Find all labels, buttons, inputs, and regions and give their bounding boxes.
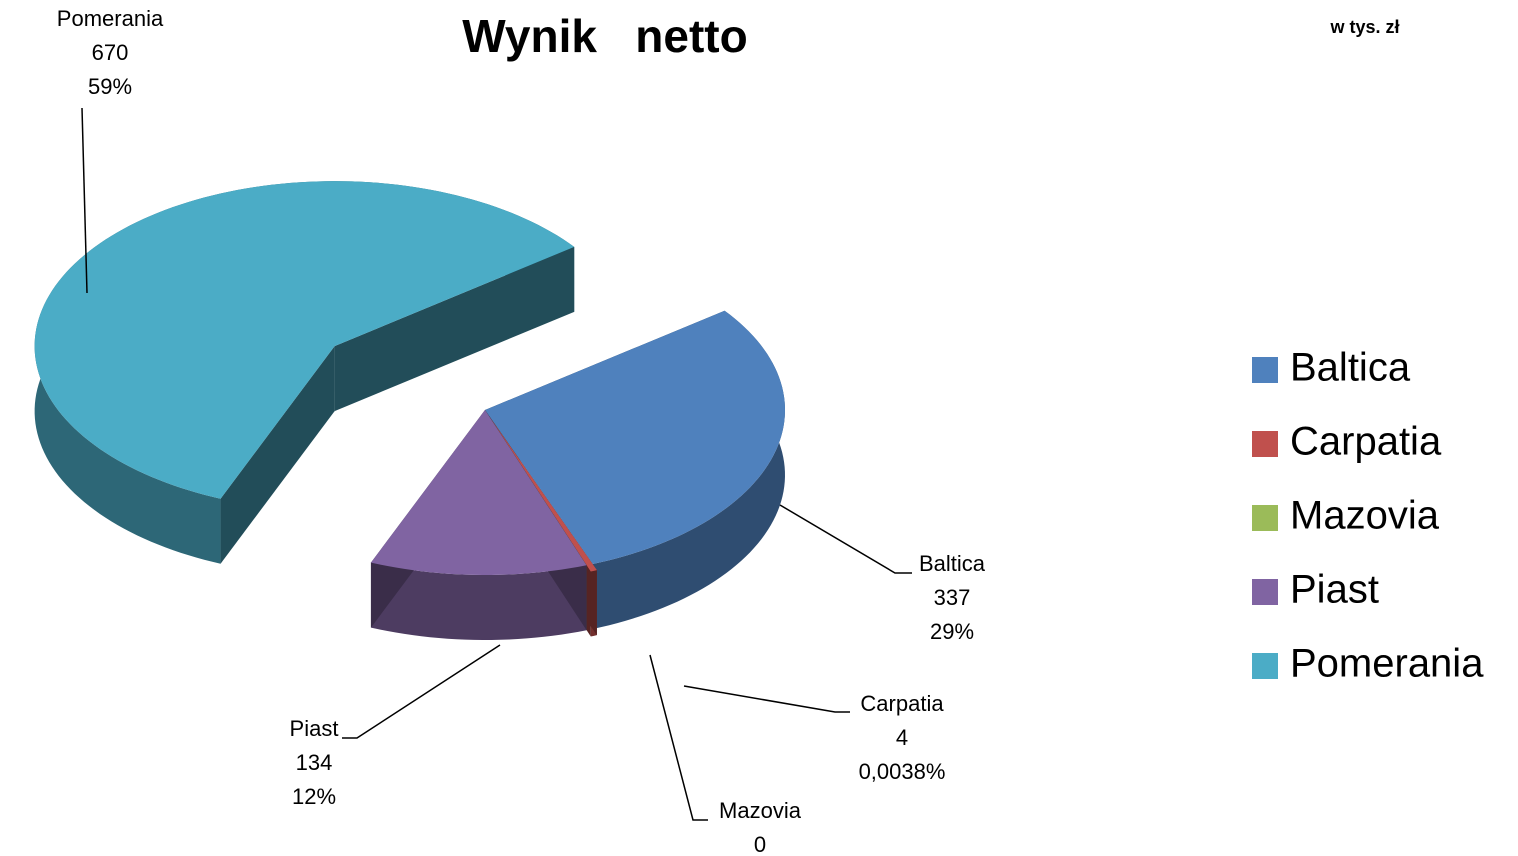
legend-label: Baltica: [1290, 346, 1411, 390]
data-label-value: 134: [296, 750, 333, 775]
legend-swatch: [1252, 357, 1278, 383]
data-label-value: 337: [934, 585, 971, 610]
slice: [489, 416, 597, 572]
slice-side: [370, 562, 587, 640]
data-label-percent: 12%: [292, 784, 336, 809]
data-label-name: Piast: [290, 716, 339, 741]
legend-swatch: [1252, 505, 1278, 531]
legend-label: Pomerania: [1290, 642, 1484, 686]
data-label-name: Pomerania: [57, 6, 164, 31]
slice: [34, 181, 575, 499]
data-label-value: 670: [92, 40, 129, 65]
leader-line: [683, 685, 850, 713]
leader-line: [779, 504, 912, 574]
data-label-name: Carpatia: [860, 691, 944, 716]
legend-label: Mazovia: [1290, 494, 1440, 538]
legend-label: Piast: [1290, 568, 1379, 612]
legend-swatch: [1252, 431, 1278, 457]
leader-line: [649, 654, 708, 821]
data-label-percent: 0,0038%: [859, 759, 946, 784]
chart-title: Wynik netto: [462, 10, 747, 62]
legend-label: Carpatia: [1290, 420, 1442, 464]
data-label-percent: 29%: [930, 619, 974, 644]
data-label-name: Baltica: [919, 551, 986, 576]
slice: [370, 410, 587, 575]
legend-swatch: [1252, 653, 1278, 679]
slice-wall: [220, 346, 335, 564]
pie: [34, 181, 785, 640]
slice: [485, 310, 785, 564]
slice-wall: [334, 246, 575, 412]
slice-side: [592, 310, 785, 629]
legend-swatch: [1252, 579, 1278, 605]
chart-subtitle: w tys. zł: [1329, 17, 1399, 37]
leader-line: [342, 644, 501, 739]
data-label-percent: 59%: [88, 74, 132, 99]
data-label-name: Mazovia: [719, 798, 802, 823]
data-label-value: 0: [754, 832, 766, 856]
data-label-value: 4: [896, 725, 908, 750]
leader-line: [81, 107, 88, 294]
